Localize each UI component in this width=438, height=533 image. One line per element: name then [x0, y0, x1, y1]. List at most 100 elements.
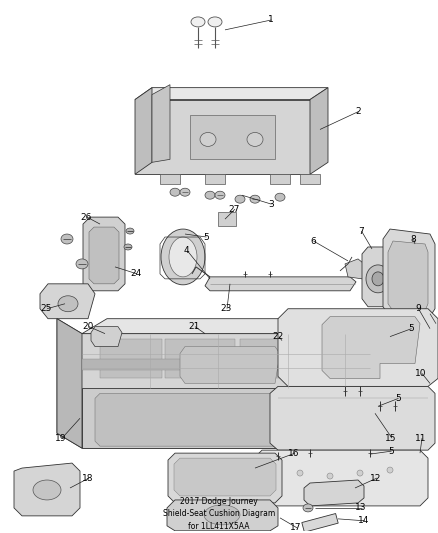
Text: 16: 16	[288, 449, 300, 458]
Polygon shape	[370, 319, 395, 448]
Polygon shape	[265, 337, 301, 351]
Text: 6: 6	[310, 237, 316, 246]
Polygon shape	[165, 338, 235, 378]
Text: 23: 23	[220, 304, 231, 313]
Polygon shape	[304, 480, 364, 506]
Ellipse shape	[297, 470, 303, 476]
Text: 17: 17	[290, 523, 301, 532]
Ellipse shape	[275, 193, 285, 201]
Text: 7: 7	[358, 227, 364, 236]
Polygon shape	[57, 319, 395, 448]
Text: 3: 3	[268, 200, 274, 208]
Polygon shape	[40, 284, 95, 319]
Text: 22: 22	[272, 332, 283, 341]
Polygon shape	[95, 393, 365, 446]
Ellipse shape	[372, 272, 384, 286]
Text: 5: 5	[395, 394, 401, 403]
Polygon shape	[270, 386, 435, 450]
Text: 10: 10	[415, 369, 427, 378]
Ellipse shape	[58, 296, 78, 312]
Ellipse shape	[170, 188, 180, 196]
Polygon shape	[168, 453, 282, 503]
Polygon shape	[190, 115, 275, 159]
Polygon shape	[135, 87, 152, 174]
Polygon shape	[278, 309, 438, 386]
Ellipse shape	[387, 467, 393, 473]
Text: 24: 24	[130, 269, 141, 278]
Polygon shape	[83, 217, 125, 291]
Ellipse shape	[180, 188, 190, 196]
Text: 9: 9	[415, 304, 421, 313]
Text: 18: 18	[82, 473, 93, 482]
Text: 13: 13	[355, 503, 367, 512]
Polygon shape	[190, 330, 228, 344]
Polygon shape	[240, 338, 308, 378]
Text: 19: 19	[55, 434, 67, 443]
Text: 2: 2	[355, 107, 360, 116]
Polygon shape	[345, 259, 368, 279]
Polygon shape	[362, 247, 395, 306]
Polygon shape	[180, 346, 280, 383]
Polygon shape	[205, 277, 356, 291]
Polygon shape	[160, 174, 180, 184]
Polygon shape	[310, 87, 328, 174]
Text: 5: 5	[408, 324, 414, 333]
Polygon shape	[135, 87, 328, 100]
Text: 26: 26	[80, 213, 92, 222]
Text: 12: 12	[370, 473, 381, 482]
Ellipse shape	[33, 480, 61, 500]
Polygon shape	[82, 389, 370, 448]
Polygon shape	[270, 174, 290, 184]
Polygon shape	[135, 100, 310, 174]
Text: 21: 21	[188, 322, 199, 331]
Text: 20: 20	[82, 322, 93, 331]
Ellipse shape	[191, 17, 205, 27]
Ellipse shape	[161, 229, 205, 285]
Polygon shape	[205, 174, 225, 184]
Text: 4: 4	[184, 246, 190, 255]
Ellipse shape	[215, 191, 225, 199]
Polygon shape	[254, 450, 428, 506]
Polygon shape	[360, 359, 400, 448]
Polygon shape	[14, 463, 80, 516]
Bar	[218, 212, 236, 226]
Text: 1: 1	[268, 15, 274, 25]
Polygon shape	[174, 458, 276, 496]
Polygon shape	[383, 229, 435, 317]
Ellipse shape	[250, 195, 260, 203]
Text: 27: 27	[228, 205, 240, 214]
Text: 8: 8	[410, 235, 416, 244]
Polygon shape	[167, 500, 278, 531]
Polygon shape	[388, 241, 428, 311]
Polygon shape	[302, 513, 338, 532]
Polygon shape	[315, 338, 360, 378]
Ellipse shape	[169, 237, 197, 277]
Ellipse shape	[357, 470, 363, 476]
Ellipse shape	[124, 244, 132, 250]
Ellipse shape	[247, 133, 263, 147]
Ellipse shape	[208, 17, 222, 27]
Polygon shape	[300, 174, 320, 184]
Text: 11: 11	[415, 434, 427, 443]
Ellipse shape	[200, 133, 216, 147]
Polygon shape	[82, 319, 395, 334]
Polygon shape	[89, 227, 119, 284]
Polygon shape	[322, 317, 420, 378]
Ellipse shape	[303, 504, 313, 512]
Polygon shape	[57, 319, 82, 448]
Polygon shape	[82, 359, 370, 370]
Text: 5: 5	[203, 232, 209, 241]
Polygon shape	[91, 327, 122, 346]
Text: 5: 5	[388, 447, 394, 456]
Ellipse shape	[205, 191, 215, 199]
Ellipse shape	[76, 259, 88, 269]
Ellipse shape	[366, 265, 390, 293]
Ellipse shape	[235, 195, 245, 203]
Ellipse shape	[204, 505, 240, 525]
Polygon shape	[152, 85, 170, 163]
Polygon shape	[100, 338, 162, 378]
Text: 15: 15	[385, 434, 396, 443]
Text: 2017 Dodge Journey
Shield-Seat Cushion Diagram
for 1LL411X5AA: 2017 Dodge Journey Shield-Seat Cushion D…	[163, 497, 275, 531]
Ellipse shape	[327, 473, 333, 479]
Ellipse shape	[126, 228, 134, 234]
